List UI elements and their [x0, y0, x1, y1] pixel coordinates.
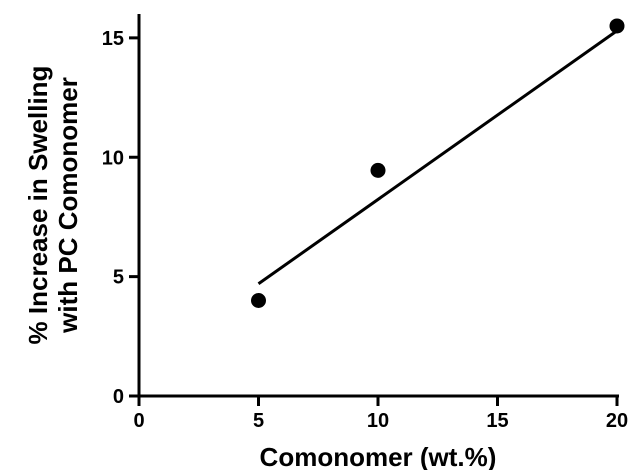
- x-tick-label: 20: [606, 410, 628, 432]
- y-tick-label: 10: [102, 147, 124, 169]
- x-axis-title: Comonomer (wt.%): [260, 442, 497, 470]
- data-point: [370, 162, 386, 178]
- y-tick-label: 15: [102, 28, 124, 50]
- x-tick-label: 15: [486, 410, 508, 432]
- y-axis-title: % Increase in Swelling with PC Comonomer: [23, 66, 83, 345]
- data-point: [609, 18, 625, 34]
- y-tick-label: 0: [113, 386, 124, 408]
- y-tick-label: 5: [113, 267, 124, 289]
- y-axis-title-line-1: % Increase in Swelling: [23, 66, 53, 345]
- data-points: [251, 18, 625, 308]
- fit-line-group: [257, 29, 618, 286]
- x-tick-label: 0: [133, 410, 144, 432]
- x-tick-label: 10: [367, 410, 389, 432]
- fit-line: [257, 29, 618, 286]
- x-tick-label: 5: [253, 410, 264, 432]
- y-axis-title-line-2: with PC Comonomer: [53, 77, 83, 334]
- axes: 0 5 10 15 20 0 5 10 15: [102, 14, 628, 432]
- data-point: [251, 293, 266, 308]
